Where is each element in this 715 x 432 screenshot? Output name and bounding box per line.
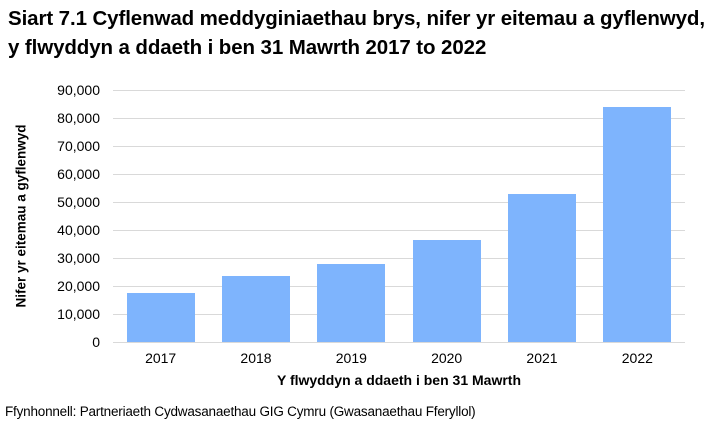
y-tick-label: 70,000 xyxy=(57,138,100,154)
x-tick-label: 2022 xyxy=(621,350,653,366)
y-axis-label: Nifer yr eitemau a gyflenwyd xyxy=(13,124,29,308)
gridline xyxy=(113,258,685,259)
x-tick-label: 2019 xyxy=(335,350,367,366)
gridline xyxy=(113,90,685,91)
x-axis-label: Y flwyddyn a ddaeth i ben 31 Mawrth xyxy=(276,372,521,388)
source-note: Ffynhonnell: Partneriaeth Cydwasanaethau… xyxy=(5,404,476,419)
plot-area xyxy=(113,90,685,343)
y-tick-label: 30,000 xyxy=(57,250,100,266)
x-tick-label: 2017 xyxy=(145,350,177,366)
bar-2021 xyxy=(508,193,576,342)
gridline xyxy=(113,230,685,231)
x-tick-label: 2020 xyxy=(431,350,463,366)
y-tick-label: 10,000 xyxy=(57,306,100,322)
bar-2017 xyxy=(126,293,195,342)
gridline xyxy=(113,146,685,147)
y-tick-label: 80,000 xyxy=(57,110,100,126)
y-tick-label: 90,000 xyxy=(57,82,100,98)
x-tick-label: 2021 xyxy=(526,350,558,366)
bar-2022 xyxy=(603,106,672,342)
y-tick-label: 50,000 xyxy=(57,194,100,210)
y-tick-label: 0 xyxy=(92,334,100,350)
y-tick-label: 60,000 xyxy=(57,166,100,182)
gridline xyxy=(113,202,685,203)
chart-title: Siart 7.1 Cyflenwad meddyginiaethau brys… xyxy=(8,7,705,59)
x-tick-label: 2018 xyxy=(240,350,272,366)
gridline xyxy=(113,342,685,343)
bar-2020 xyxy=(412,240,481,342)
y-tick-label: 40,000 xyxy=(57,222,100,238)
gridline xyxy=(113,174,685,175)
gridline xyxy=(113,286,685,287)
gridline xyxy=(113,118,685,119)
y-tick-label: 20,000 xyxy=(57,278,100,294)
bar-2018 xyxy=(222,275,290,342)
bar-2019 xyxy=(317,263,386,342)
gridline xyxy=(113,314,685,315)
